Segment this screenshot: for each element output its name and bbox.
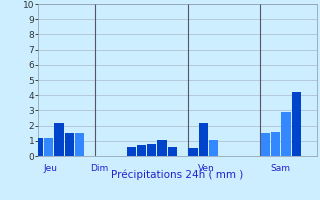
Bar [168, 147, 177, 156]
Bar [209, 140, 218, 156]
Bar [292, 92, 301, 156]
Bar [127, 147, 136, 156]
Bar [54, 123, 64, 156]
Bar [44, 138, 53, 156]
Bar [281, 112, 291, 156]
Bar [137, 145, 146, 156]
Text: Jeu: Jeu [44, 164, 58, 173]
Text: Ven: Ven [198, 164, 215, 173]
Bar [65, 133, 74, 156]
Bar [147, 144, 156, 156]
Bar [75, 133, 84, 156]
Text: Dim: Dim [90, 164, 108, 173]
Bar [157, 140, 167, 156]
Bar [199, 123, 208, 156]
Text: Sam: Sam [270, 164, 291, 173]
Bar [271, 132, 280, 156]
Bar [260, 133, 270, 156]
Bar [188, 148, 198, 156]
X-axis label: Précipitations 24h ( mm ): Précipitations 24h ( mm ) [111, 170, 244, 180]
Bar [34, 138, 43, 156]
